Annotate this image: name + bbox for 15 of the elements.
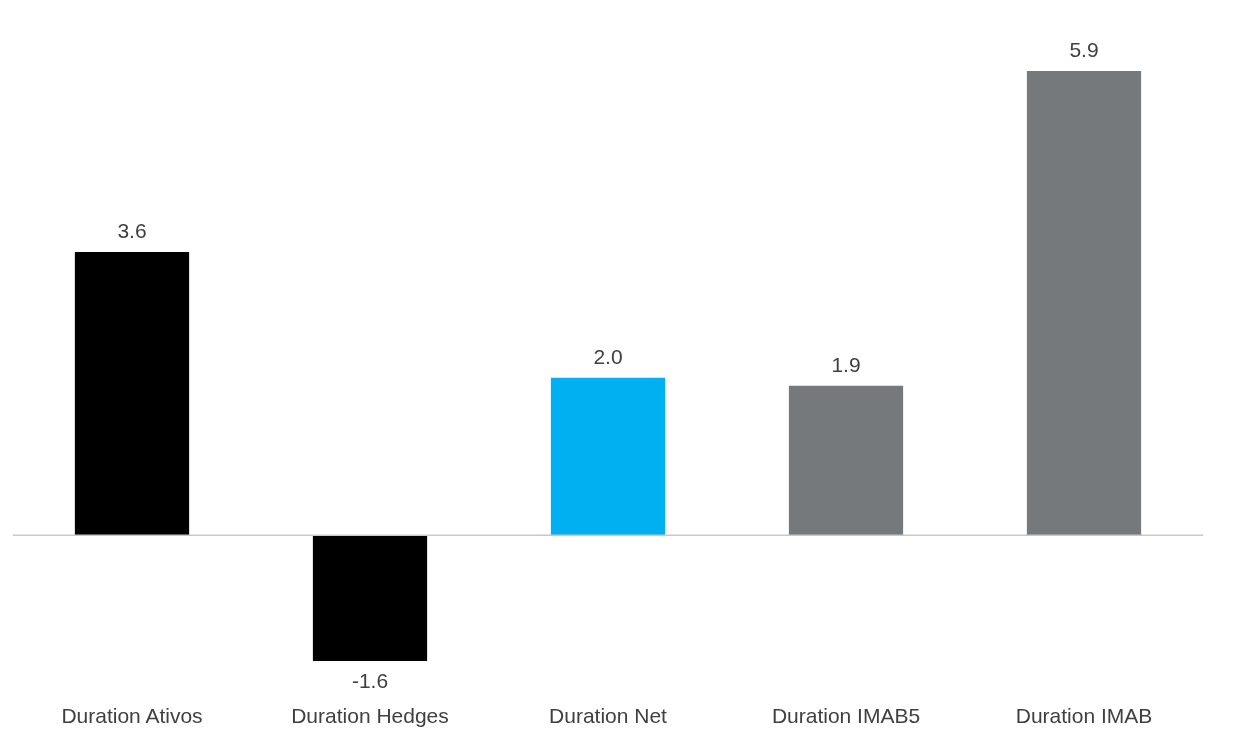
x-tick-label: Duration IMAB: [1015, 703, 1153, 727]
data-label: 2.0: [593, 344, 623, 368]
bar: [74, 251, 190, 536]
bar: [1026, 71, 1142, 536]
data-label: -1.6: [351, 669, 389, 692]
bar: [312, 535, 428, 661]
data-label: 5.9: [1069, 38, 1099, 61]
x-tick-label: Duration Hedges: [291, 703, 449, 727]
bar: [788, 385, 904, 536]
bar: [550, 377, 666, 536]
x-tick-label: Duration Ativos: [61, 703, 203, 727]
data-label: 3.6: [117, 218, 147, 242]
data-label: 1.9: [831, 352, 861, 376]
x-tick-label: Duration Net: [549, 703, 668, 727]
x-tick-label: Duration IMAB5: [771, 703, 921, 727]
